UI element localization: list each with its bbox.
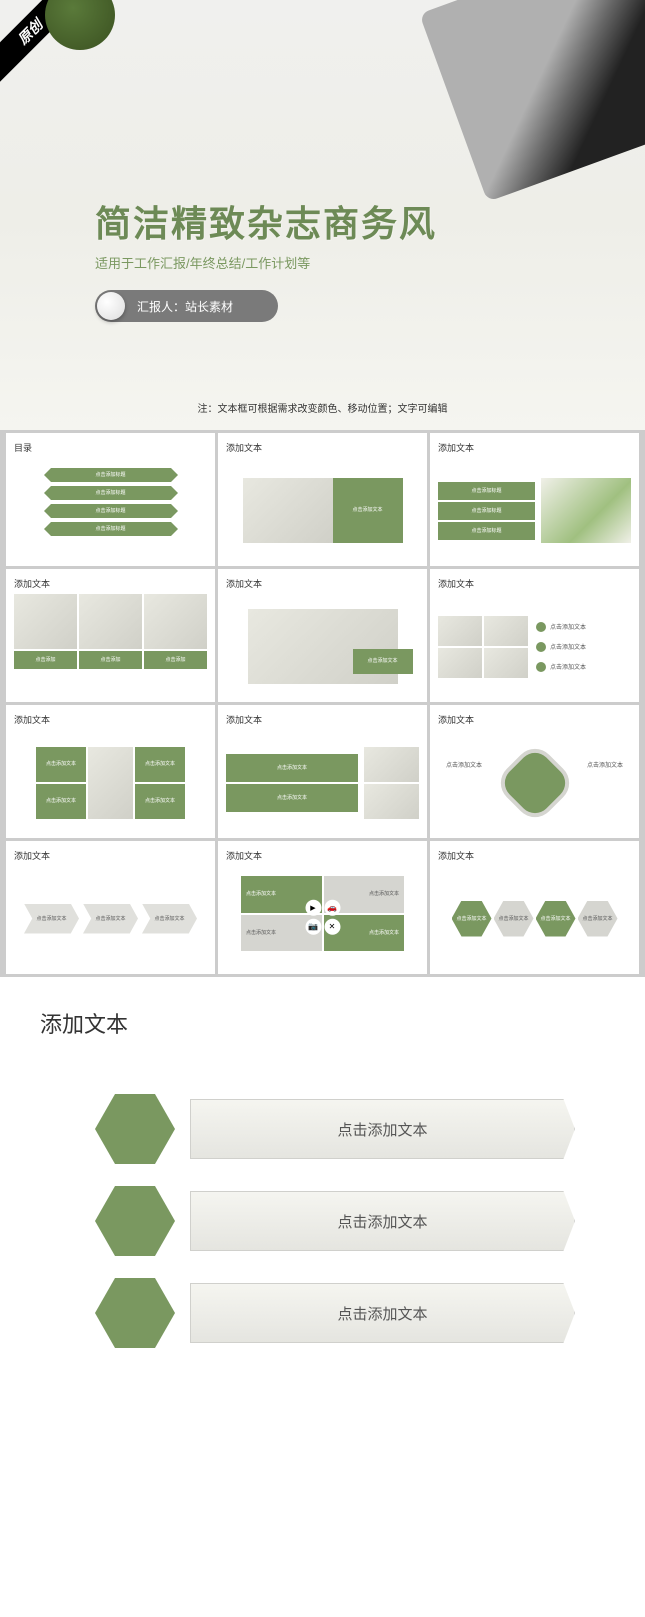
thumb-12: 添加文本 点击添加文本 点击添加文本 点击添加文本 点击添加文本 xyxy=(430,841,639,974)
text-bar: 点击添加文本 xyxy=(190,1099,575,1159)
plant-decoration xyxy=(45,0,115,50)
thumb-5: 添加文本 点击添加文本 xyxy=(218,569,427,702)
laptop-decoration xyxy=(419,0,645,202)
text-block: 点击添加文本 xyxy=(333,478,403,543)
bullet-icon xyxy=(536,622,546,632)
thumb-title: 添加文本 xyxy=(438,713,631,726)
hexagon-bullet xyxy=(95,1278,175,1348)
text-block: 点击添加文本 xyxy=(36,784,86,819)
photo xyxy=(438,648,482,678)
hero-content: 简洁精致杂志商务风 适用于工作汇报/年终总结/工作计划等 汇报人：站长素材 xyxy=(95,195,437,325)
toc-item: 点击添加标题 xyxy=(51,486,171,500)
bar-item: 点击添加 xyxy=(14,651,77,669)
bar-item: 点击添加 xyxy=(79,651,142,669)
thumb-title: 添加文本 xyxy=(226,713,419,726)
hex-item: 点击添加文本 xyxy=(494,901,534,937)
arrow-item: 点击添加文本 xyxy=(24,904,79,934)
list-row: 点击添加文本 xyxy=(95,1186,605,1256)
hex-item: 点击添加文本 xyxy=(452,901,492,937)
hex-item: 点击添加文本 xyxy=(578,901,618,937)
thumb-toc: 目录 点击添加标题 点击添加标题 点击添加标题 点击添加标题 xyxy=(6,433,215,566)
hero-section: 原创 简洁精致杂志商务风 适用于工作汇报/年终总结/工作计划等 汇报人：站长素材… xyxy=(0,0,645,430)
bar-item: 点击添加 xyxy=(144,651,207,669)
photo xyxy=(79,594,142,649)
text-block: 点击添加文本 xyxy=(226,784,358,812)
thumb-title: 目录 xyxy=(14,441,207,454)
play-icon: ▶ xyxy=(305,899,321,915)
diamond-shape xyxy=(498,746,572,820)
photo xyxy=(484,648,528,678)
text-block: 点击添加文本 xyxy=(226,754,358,782)
arrow-item: 点击添加文本 xyxy=(142,904,197,934)
thumb-2: 添加文本 点击添加文本 xyxy=(218,433,427,566)
photo xyxy=(541,478,631,543)
thumb-title: 添加文本 xyxy=(14,577,207,590)
bullet-icon xyxy=(536,642,546,652)
presenter-pill: 汇报人：站长素材 xyxy=(95,290,278,322)
label-text: 点击添加文本 xyxy=(446,760,482,769)
toc-item: 点击添加标题 xyxy=(51,522,171,536)
thumb-3: 添加文本 点击添加标题 点击添加标题 点击添加标题 xyxy=(430,433,639,566)
bullet-text: 点击添加文本 xyxy=(550,642,586,651)
thumb-title: 添加文本 xyxy=(226,577,419,590)
text-bar: 点击添加文本 xyxy=(190,1191,575,1251)
photo xyxy=(14,594,77,649)
thumb-title: 添加文本 xyxy=(14,849,207,862)
pill-circle xyxy=(97,292,125,320)
hero-footnote: 注：文本框可根据需求改变颜色、移动位置；文字可编辑 xyxy=(198,400,448,415)
toc-item: 点击添加标题 xyxy=(51,468,171,482)
text-block: 点击添加文本 xyxy=(353,649,413,674)
presenter-text: 汇报人：站长素材 xyxy=(137,298,233,315)
hero-title: 简洁精致杂志商务风 xyxy=(95,195,437,247)
tools-icon: ✕ xyxy=(324,918,340,934)
bar-item: 点击添加标题 xyxy=(438,522,535,540)
toc-item: 点击添加标题 xyxy=(51,504,171,518)
thumb-6: 添加文本 点击添加文本 点击添加文本 点击添加文本 xyxy=(430,569,639,702)
bar-item: 点击添加标题 xyxy=(438,482,535,500)
thumb-title: 添加文本 xyxy=(438,849,631,862)
hexagon-bullet xyxy=(95,1186,175,1256)
thumb-8: 添加文本 点击添加文本 点击添加文本 xyxy=(218,705,427,838)
photo xyxy=(243,478,333,543)
text-bar: 点击添加文本 xyxy=(190,1283,575,1343)
photo xyxy=(88,747,133,819)
thumb-title: 添加文本 xyxy=(14,713,207,726)
thumb-10: 添加文本 点击添加文本 点击添加文本 点击添加文本 xyxy=(6,841,215,974)
thumb-11: 添加文本 点击添加文本 点击添加文本 点击添加文本 点击添加文本 ▶ 🚗 📷 ✕ xyxy=(218,841,427,974)
thumb-title: 添加文本 xyxy=(438,441,631,454)
hex-item: 点击添加文本 xyxy=(536,901,576,937)
text-block: 点击添加文本 xyxy=(36,747,86,782)
thumb-7: 添加文本 点击添加文本 点击添加文本 点击添加文本 点击添加文本 xyxy=(6,705,215,838)
car-icon: 🚗 xyxy=(324,899,340,915)
enlarged-slide: 添加文本 点击添加文本 点击添加文本 点击添加文本 xyxy=(0,977,645,1420)
hero-subtitle: 适用于工作汇报/年终总结/工作计划等 xyxy=(95,253,437,272)
bar-item: 点击添加标题 xyxy=(438,502,535,520)
text-block: 点击添加文本 xyxy=(135,784,185,819)
bullet-icon xyxy=(536,662,546,672)
photo xyxy=(364,784,419,819)
thumb-4: 添加文本 点击添加 点击添加 点击添加 xyxy=(6,569,215,702)
camera-icon: 📷 xyxy=(305,918,321,934)
label-text: 点击添加文本 xyxy=(587,760,623,769)
photo xyxy=(484,616,528,646)
slide-title: 添加文本 xyxy=(40,1007,605,1039)
text-block: 点击添加文本 xyxy=(135,747,185,782)
thumb-title: 添加文本 xyxy=(226,441,419,454)
arrow-item: 点击添加文本 xyxy=(83,904,138,934)
list-row: 点击添加文本 xyxy=(95,1278,605,1348)
thumb-9: 添加文本 点击添加文本 点击添加文本 xyxy=(430,705,639,838)
thumb-title: 添加文本 xyxy=(438,577,631,590)
list-row: 点击添加文本 xyxy=(95,1094,605,1164)
thumbnail-grid: 目录 点击添加标题 点击添加标题 点击添加标题 点击添加标题 添加文本 点击添加… xyxy=(0,430,645,977)
bullet-text: 点击添加文本 xyxy=(550,662,586,671)
photo xyxy=(364,747,419,782)
thumb-title: 添加文本 xyxy=(226,849,419,862)
photo xyxy=(144,594,207,649)
bullet-text: 点击添加文本 xyxy=(550,622,586,631)
photo xyxy=(438,616,482,646)
hexagon-bullet xyxy=(95,1094,175,1164)
